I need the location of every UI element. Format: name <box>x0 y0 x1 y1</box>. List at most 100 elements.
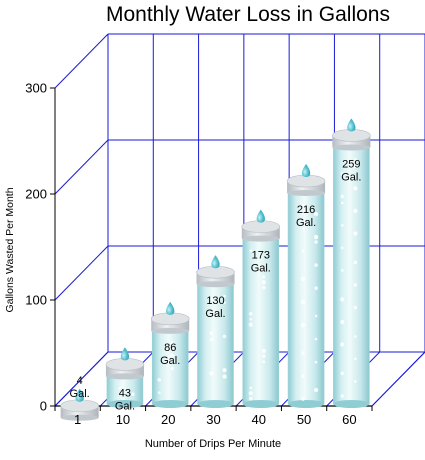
bubble <box>118 387 122 390</box>
bar-cap-rim <box>151 327 190 334</box>
data-label-value: 216 <box>297 204 315 216</box>
bar-cap-rim <box>196 281 235 288</box>
y-tick-label: 0 <box>40 399 47 414</box>
grid-line <box>54 245 109 301</box>
x-tick-label: 10 <box>116 412 130 427</box>
data-label-unit: Gal. <box>115 400 135 412</box>
bubble <box>340 342 345 347</box>
bubble <box>340 172 345 176</box>
bar-cap-rim <box>332 144 371 151</box>
bubble <box>157 391 161 394</box>
data-label-value: 43 <box>119 387 131 399</box>
x-tick-label: 40 <box>252 412 266 427</box>
bubble <box>262 354 266 358</box>
bar-body <box>197 277 234 405</box>
bubble <box>301 374 305 378</box>
data-label-unit: Gal. <box>251 263 271 275</box>
bubble <box>262 275 266 279</box>
bubble <box>170 353 175 358</box>
bubble <box>313 387 319 393</box>
bubble <box>353 260 358 265</box>
water-drop-icon <box>256 209 265 223</box>
bubble <box>354 335 357 338</box>
bar-body <box>287 186 325 405</box>
bubble <box>301 397 305 401</box>
bubble <box>340 371 345 376</box>
bubble <box>314 360 318 364</box>
grid-line <box>54 351 109 407</box>
bar-body <box>333 141 370 405</box>
data-label-value: 86 <box>164 342 176 354</box>
data-label-value: 130 <box>206 295 224 307</box>
bubble <box>300 299 306 305</box>
data-label-unit: Gal. <box>205 308 225 320</box>
bubble <box>170 341 174 345</box>
bubble <box>223 301 226 304</box>
bubble <box>301 249 305 253</box>
data-label-value: 173 <box>252 250 270 262</box>
bubble <box>301 351 305 355</box>
y-axis-ticks: 0 100 200 300 <box>25 81 55 414</box>
bubble <box>210 298 213 301</box>
water-drop-icon <box>301 164 311 178</box>
data-label-unit: Gal. <box>341 171 361 183</box>
bubble <box>340 394 345 398</box>
x-tick-label: 30 <box>206 412 220 427</box>
bar-base <box>152 400 189 408</box>
bubble <box>301 226 305 230</box>
bubble <box>313 212 319 217</box>
bubble <box>340 297 345 302</box>
bubble <box>170 366 174 371</box>
bubble <box>66 428 69 432</box>
bar-cap-rim <box>60 414 99 421</box>
bubble <box>223 294 226 298</box>
bubble <box>353 231 358 236</box>
bubble <box>341 269 344 272</box>
bubble <box>157 378 161 382</box>
water-drop-icon <box>75 388 84 402</box>
y-tick-label: 300 <box>25 81 47 96</box>
grid-line <box>54 33 109 89</box>
chart-title: Monthly Water Loss in Gallons <box>106 3 390 26</box>
water-drop-icon <box>347 118 356 132</box>
bubble <box>300 276 306 282</box>
x-axis-label: Number of Drips Per Minute <box>145 438 281 450</box>
bubble <box>261 348 266 353</box>
bubble <box>353 283 358 287</box>
bubble <box>340 319 345 325</box>
bubble <box>209 337 214 342</box>
bar-cap-rim <box>287 190 326 197</box>
bubble <box>301 203 305 207</box>
bar-base <box>242 400 279 408</box>
data-label-unit: Gal. <box>70 388 90 400</box>
y-axis-label: Gallons Wasted Per Month <box>4 187 16 312</box>
bubble <box>354 357 357 361</box>
data-label-unit: Gal. <box>296 217 316 229</box>
bubble <box>340 194 345 199</box>
bubble <box>249 317 253 321</box>
y-tick-label: 200 <box>25 187 47 202</box>
bar-base <box>333 400 370 408</box>
bubble <box>249 249 253 252</box>
bubble <box>353 186 358 191</box>
water-drop-icon <box>166 301 175 315</box>
bar-body <box>151 324 189 405</box>
x-tick-label: 1 <box>74 412 81 427</box>
bar-base <box>288 400 325 408</box>
bubble <box>353 305 358 310</box>
bubble <box>222 374 227 379</box>
bubble <box>249 396 253 401</box>
bubble <box>313 235 319 240</box>
x-tick-label: 20 <box>161 412 175 427</box>
bubble <box>262 285 266 290</box>
bubble <box>341 246 344 250</box>
bubble <box>314 337 318 341</box>
bubble <box>78 428 83 432</box>
